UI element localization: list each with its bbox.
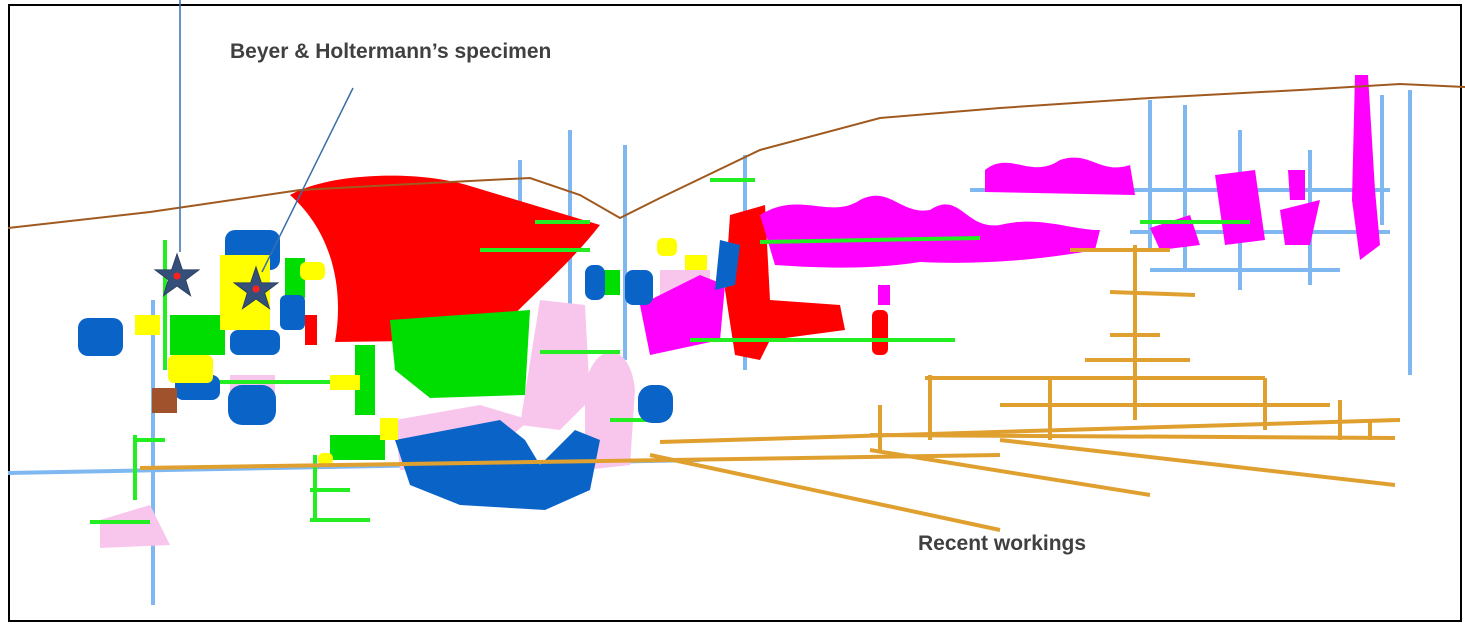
stope (1288, 170, 1305, 200)
stope (715, 240, 740, 290)
stope (585, 265, 605, 300)
stope (625, 270, 653, 305)
decline (649, 453, 1001, 532)
main-stope (290, 175, 600, 342)
stope (725, 205, 845, 360)
stope (380, 418, 398, 440)
stope (390, 310, 530, 398)
stope (657, 238, 677, 256)
stope (300, 262, 325, 280)
magenta-stopes (640, 75, 1380, 355)
stope (760, 195, 1100, 268)
stope (878, 285, 890, 305)
stope (100, 505, 170, 548)
star-center (252, 285, 260, 293)
brown-stope (152, 388, 177, 413)
surface (7, 82, 1465, 229)
recent-workings (139, 245, 1401, 532)
stope (170, 315, 225, 355)
stope (685, 255, 707, 270)
level (1109, 290, 1196, 297)
stope (355, 345, 375, 415)
level (869, 433, 1396, 440)
drive (759, 236, 981, 244)
stope (135, 315, 160, 335)
stope (638, 385, 673, 423)
stope (168, 355, 213, 383)
stope (1280, 200, 1320, 245)
level (139, 453, 1001, 470)
stope (395, 420, 600, 510)
stope (78, 318, 123, 356)
stope (280, 295, 305, 330)
recent-workings-label: Recent workings (918, 532, 1086, 555)
level (659, 418, 1401, 444)
stope (985, 157, 1135, 195)
stope (318, 453, 333, 465)
stope (305, 315, 317, 345)
callout-line (261, 87, 354, 273)
decline (869, 448, 1151, 497)
stope (640, 275, 725, 355)
stope (228, 385, 276, 425)
specimen-markers (153, 252, 280, 310)
decline (999, 438, 1396, 487)
stope (872, 310, 888, 355)
star-center (173, 272, 181, 280)
stope (1352, 75, 1380, 260)
red-stopes (290, 175, 888, 360)
stope (520, 300, 590, 430)
stope (330, 375, 360, 390)
specimen-label: Beyer & Holtermann’s specimen (230, 40, 551, 63)
green-stopes (170, 258, 620, 460)
stope (1215, 170, 1265, 245)
stope (330, 435, 385, 460)
stope (230, 330, 280, 355)
